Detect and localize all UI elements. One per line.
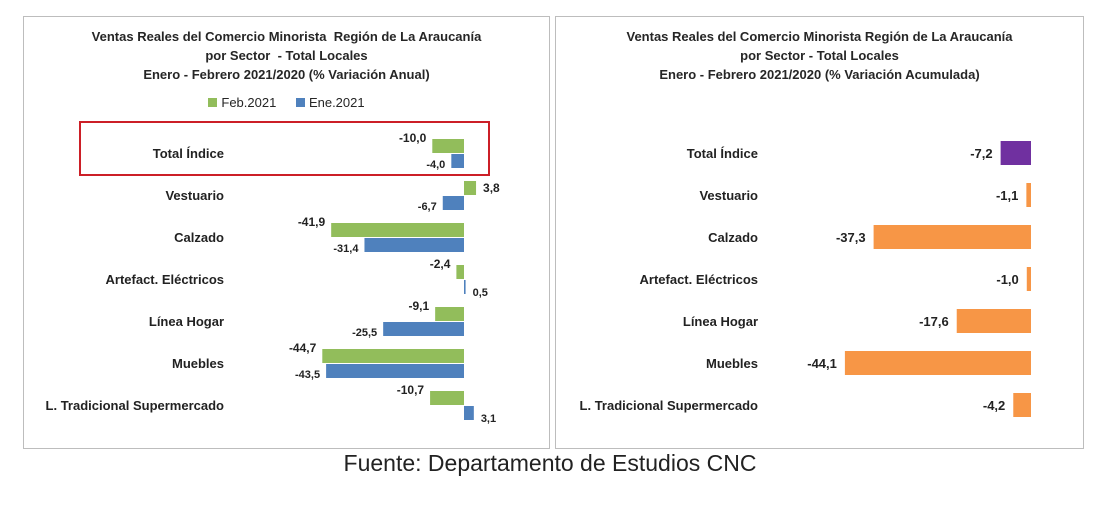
data-label: -37,3 xyxy=(836,230,866,245)
chart-title-line: Ventas Reales del Comercio Minorista Reg… xyxy=(91,29,482,44)
chart-title-line: Ventas Reales del Comercio Minorista Reg… xyxy=(626,29,1013,44)
data-label-ene: 3,1 xyxy=(481,413,496,425)
legend-item-feb: Feb.2021 xyxy=(208,95,276,110)
bar-feb xyxy=(464,181,477,195)
data-label: -1,0 xyxy=(996,272,1018,287)
category-label: Línea Hogar xyxy=(683,314,758,329)
category-label: L. Tradicional Supermercado xyxy=(46,398,224,413)
data-label: -4,2 xyxy=(983,398,1005,413)
chart-title: Ventas Reales del Comercio Minorista Reg… xyxy=(556,27,1083,84)
bar-ene xyxy=(383,322,464,336)
category-label: Calzado xyxy=(174,230,224,245)
bar-feb xyxy=(456,265,464,279)
legend-item-ene: Ene.2021 xyxy=(295,95,365,110)
data-label: -7,2 xyxy=(970,146,992,161)
bar-acumulada xyxy=(1026,267,1031,291)
category-label: Total Índice xyxy=(153,146,224,161)
data-label-ene: -4,0 xyxy=(426,159,445,171)
data-label: -1,1 xyxy=(996,188,1018,203)
category-label: Vestuario xyxy=(165,188,224,203)
bar-total xyxy=(1000,141,1031,165)
category-label: Artefact. Eléctricos xyxy=(106,272,225,287)
legend-swatch-feb xyxy=(208,98,218,107)
chart-panel-anual: Ventas Reales del Comercio Minorista Reg… xyxy=(23,16,550,449)
category-label: Vestuario xyxy=(699,188,758,203)
legend-label-ene: Ene.2021 xyxy=(308,95,365,110)
chart-title-line: por Sector - Total Locales xyxy=(205,48,368,63)
bar-acumulada xyxy=(844,351,1031,375)
data-label-feb: -2,4 xyxy=(430,257,451,271)
chart-title-line: por Sector - Total Locales xyxy=(740,48,899,63)
data-label-ene: -43,5 xyxy=(295,369,320,381)
data-label-feb: -9,1 xyxy=(408,299,429,313)
bar-ene xyxy=(451,154,464,168)
chart-title-line: Enero - Febrero 2021/2020 (% Variación A… xyxy=(143,67,430,82)
category-label: Muebles xyxy=(706,356,758,371)
category-label: L. Tradicional Supermercado xyxy=(580,398,758,413)
chart-title: Ventas Reales del Comercio Minorista Reg… xyxy=(24,27,549,84)
bar-ene xyxy=(464,406,474,420)
data-label: -17,6 xyxy=(919,314,949,329)
category-label: Muebles xyxy=(172,356,224,371)
bar-acumulada xyxy=(1026,183,1031,207)
category-label: Artefact. Eléctricos xyxy=(640,272,759,287)
highlight-box-total-indice xyxy=(79,121,490,176)
category-label: Total Índice xyxy=(687,146,758,161)
bar-acumulada xyxy=(1013,393,1031,417)
bar-chart-anual: Total Índice -10,0 -4,0 Vestuario 3,8 -6,7 Cal… xyxy=(46,121,500,425)
data-label-feb: -41,9 xyxy=(298,215,326,229)
data-label-ene: 0,5 xyxy=(473,287,488,299)
data-label-feb: -44,7 xyxy=(289,341,317,355)
bar-chart-acumulada: Total Índice -7,2 Vestuario -1,1 Calzado -37,… xyxy=(580,141,1031,417)
category-label: Calzado xyxy=(708,230,758,245)
bar-feb xyxy=(432,139,464,153)
data-label-ene: -6,7 xyxy=(418,201,437,213)
category-label: Línea Hogar xyxy=(149,314,224,329)
bar-ene xyxy=(442,196,464,210)
data-label-ene: -31,4 xyxy=(333,243,359,255)
data-label-feb: -10,7 xyxy=(397,383,425,397)
source-note: Fuente: Departamento de Estudios CNC xyxy=(343,450,757,476)
bar-feb xyxy=(430,391,464,405)
bar-acumulada xyxy=(956,309,1031,333)
chart-panel-acumulada: Ventas Reales del Comercio Minorista Reg… xyxy=(555,16,1084,449)
bar-feb xyxy=(331,223,464,237)
data-label-ene: -25,5 xyxy=(352,327,377,339)
data-label-feb: -10,0 xyxy=(399,131,427,145)
data-label-feb: 3,8 xyxy=(483,181,500,195)
chart-title-line: Enero - Febrero 2021/2020 (% Variación A… xyxy=(659,67,980,82)
bar-ene xyxy=(326,364,464,378)
bar-feb xyxy=(322,349,464,363)
bar-acumulada xyxy=(873,225,1031,249)
chart-legend: Feb.2021 Ene.2021 xyxy=(24,95,549,110)
legend-label-feb: Feb.2021 xyxy=(221,95,277,110)
legend-swatch-ene xyxy=(295,98,305,107)
bar-ene xyxy=(364,238,464,252)
bar-ene xyxy=(464,280,466,294)
data-label: -44,1 xyxy=(807,356,837,371)
bar-feb xyxy=(435,307,464,321)
